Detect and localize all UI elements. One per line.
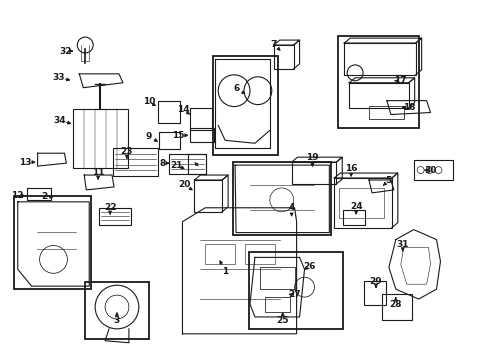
Text: 28: 28	[389, 300, 401, 309]
Text: 3: 3	[114, 316, 120, 325]
Text: 10: 10	[142, 97, 155, 106]
Bar	[157, 100, 179, 123]
Bar	[113, 148, 157, 176]
Bar	[264, 297, 289, 312]
Text: 23: 23	[121, 147, 133, 156]
Text: 17: 17	[394, 76, 407, 85]
Text: 34: 34	[53, 116, 65, 125]
Bar	[158, 132, 180, 149]
Bar	[73, 109, 128, 168]
Text: 2: 2	[41, 192, 48, 201]
Bar	[190, 108, 212, 130]
Bar	[338, 36, 418, 129]
Text: 6: 6	[233, 84, 240, 93]
Text: 18: 18	[403, 103, 415, 112]
Text: 19: 19	[305, 153, 318, 162]
Text: 26: 26	[303, 262, 315, 271]
Text: 15: 15	[172, 131, 184, 140]
Text: 31: 31	[396, 240, 408, 249]
Text: 22: 22	[103, 203, 116, 212]
Bar	[348, 83, 408, 108]
Text: 16: 16	[344, 163, 357, 172]
Bar	[368, 105, 403, 120]
Bar	[248, 252, 343, 329]
Text: 29: 29	[369, 277, 382, 286]
Text: 20: 20	[178, 180, 190, 189]
Text: 4: 4	[288, 203, 294, 212]
Bar	[344, 43, 415, 75]
Bar	[213, 56, 277, 155]
Bar	[273, 45, 293, 69]
Bar	[413, 160, 452, 180]
Bar	[381, 294, 411, 320]
Text: 21: 21	[170, 161, 183, 170]
Text: 30: 30	[424, 166, 436, 175]
Text: 7: 7	[270, 40, 276, 49]
Text: 32: 32	[59, 46, 72, 55]
Bar	[343, 210, 365, 225]
Text: 27: 27	[288, 289, 300, 298]
Bar	[205, 244, 235, 264]
Bar	[364, 281, 385, 305]
Bar	[168, 154, 206, 174]
Text: 13: 13	[20, 158, 32, 167]
Text: 25: 25	[276, 316, 288, 325]
Text: 11: 11	[92, 167, 104, 176]
Bar	[194, 180, 222, 212]
Text: 5: 5	[384, 176, 390, 185]
Text: 8: 8	[159, 159, 165, 168]
Bar	[339, 188, 383, 218]
Text: 24: 24	[349, 202, 362, 211]
Bar	[244, 244, 274, 264]
Bar	[27, 188, 50, 200]
Bar	[259, 267, 294, 289]
Text: 33: 33	[52, 73, 64, 82]
Bar	[233, 162, 331, 235]
Bar	[85, 282, 148, 339]
Bar	[291, 162, 336, 184]
Text: 1: 1	[222, 267, 228, 276]
Text: 14: 14	[177, 105, 189, 114]
Bar	[14, 196, 91, 289]
Text: 9: 9	[145, 132, 152, 141]
Bar	[334, 178, 391, 228]
Bar	[190, 129, 214, 142]
Text: 12: 12	[12, 192, 24, 201]
Bar	[99, 208, 131, 225]
